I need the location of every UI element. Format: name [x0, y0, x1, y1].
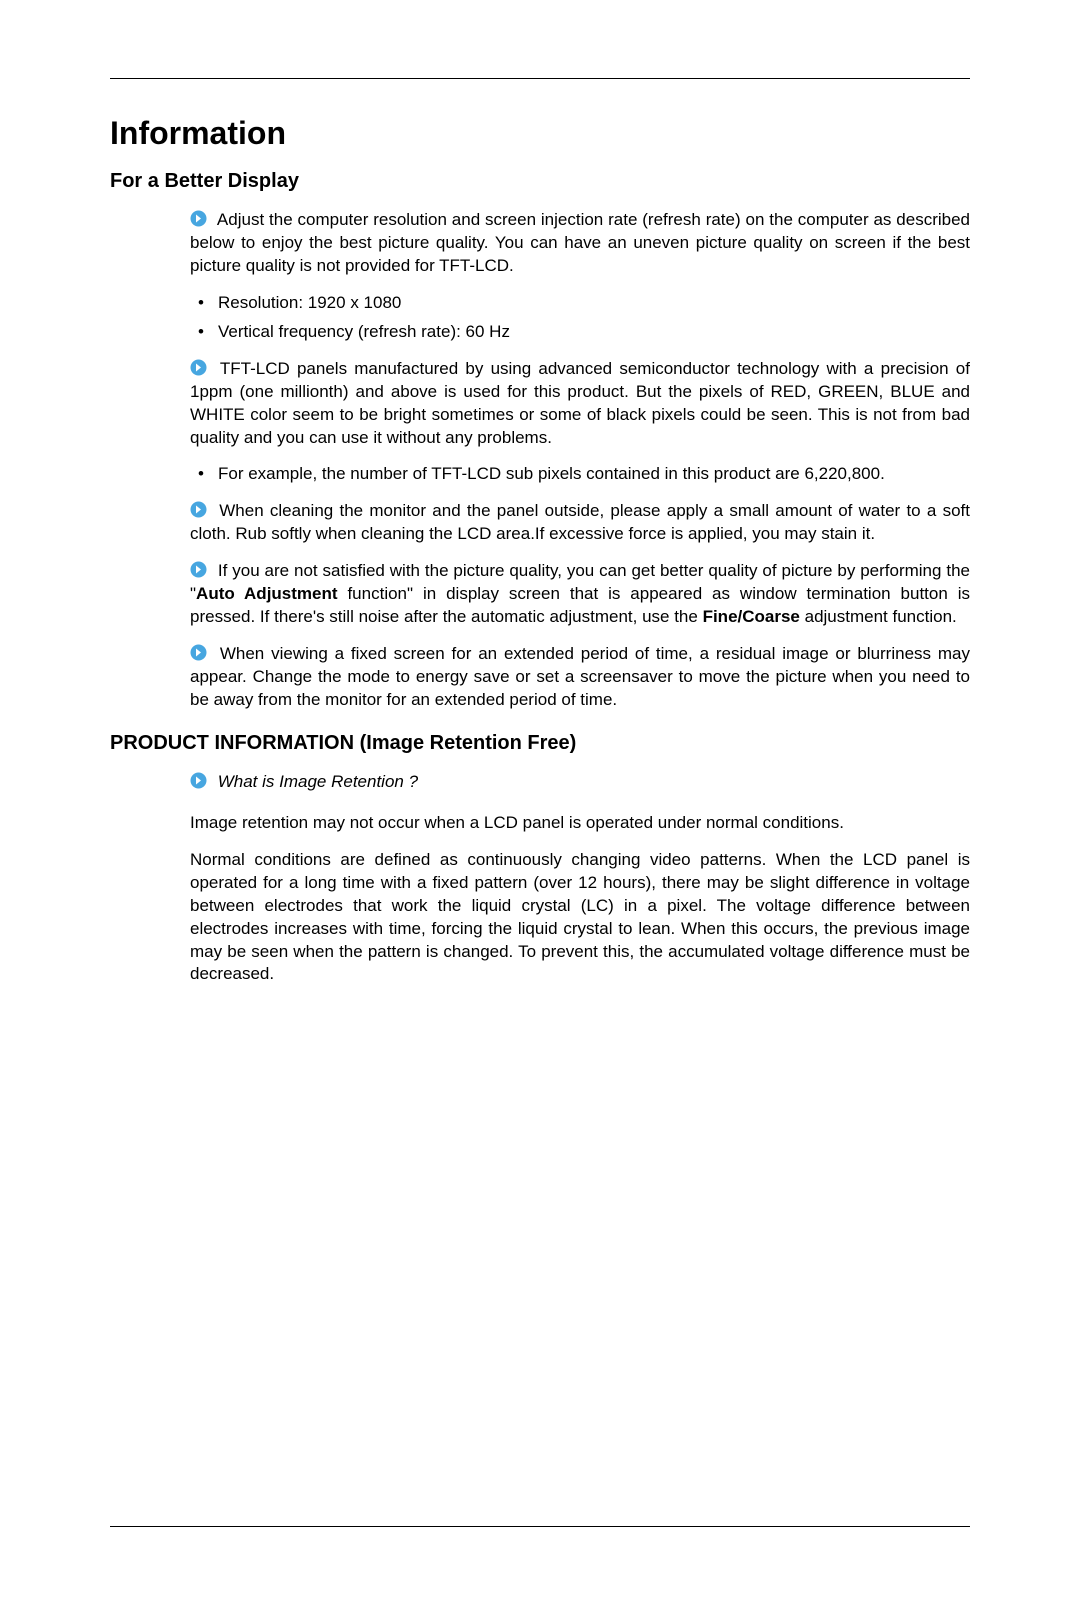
text: Adjust the computer resolution and scree…: [190, 210, 970, 275]
page-container: Information For a Better Display Adjust …: [0, 78, 1080, 1605]
bullet-arrow-icon: [190, 772, 207, 789]
bold-fine-coarse: Fine/Coarse: [703, 607, 800, 626]
bullet-arrow-icon: [190, 359, 207, 376]
paragraph-tft-panels: TFT-LCD panels manufactured by using adv…: [190, 358, 970, 450]
paragraph-auto-adjustment: If you are not satisfied with the pictur…: [190, 560, 970, 629]
text: What is Image Retention ?: [213, 772, 418, 791]
bullet-arrow-icon: [190, 210, 207, 227]
section-heading-better-display: For a Better Display: [110, 170, 970, 193]
bullet-arrow-icon: [190, 501, 207, 518]
paragraph-retention-detail: Normal conditions are defined as continu…: [190, 849, 970, 987]
list-item: Vertical frequency (refresh rate): 60 Hz: [190, 321, 970, 344]
paragraph-adjust-resolution: Adjust the computer resolution and scree…: [190, 209, 970, 278]
question-image-retention: What is Image Retention ?: [190, 771, 970, 794]
paragraph-cleaning: When cleaning the monitor and the panel …: [190, 500, 970, 546]
bullet-arrow-icon: [190, 644, 207, 661]
subpixel-list: For example, the number of TFT-LCD sub p…: [190, 463, 970, 486]
list-item: Resolution: 1920 x 1080: [190, 292, 970, 315]
page-title: Information: [110, 115, 970, 152]
section-body-product-info: What is Image Retention ? Image retentio…: [190, 771, 970, 987]
section-heading-product-info: PRODUCT INFORMATION (Image Retention Fre…: [110, 732, 970, 755]
text: TFT-LCD panels manufactured by using adv…: [190, 359, 970, 447]
top-divider: [110, 78, 970, 79]
bullet-arrow-icon: [190, 561, 207, 578]
section-body-better-display: Adjust the computer resolution and scree…: [190, 209, 970, 712]
text: When viewing a fixed screen for an exten…: [190, 644, 970, 709]
text: When cleaning the monitor and the panel …: [190, 501, 970, 543]
paragraph-residual-image: When viewing a fixed screen for an exten…: [190, 643, 970, 712]
list-item: For example, the number of TFT-LCD sub p…: [190, 463, 970, 486]
resolution-list: Resolution: 1920 x 1080 Vertical frequen…: [190, 292, 970, 344]
paragraph-retention-normal: Image retention may not occur when a LCD…: [190, 812, 970, 835]
text: adjustment function.: [800, 607, 957, 626]
bold-auto-adjustment: Auto Adjustment: [196, 584, 338, 603]
